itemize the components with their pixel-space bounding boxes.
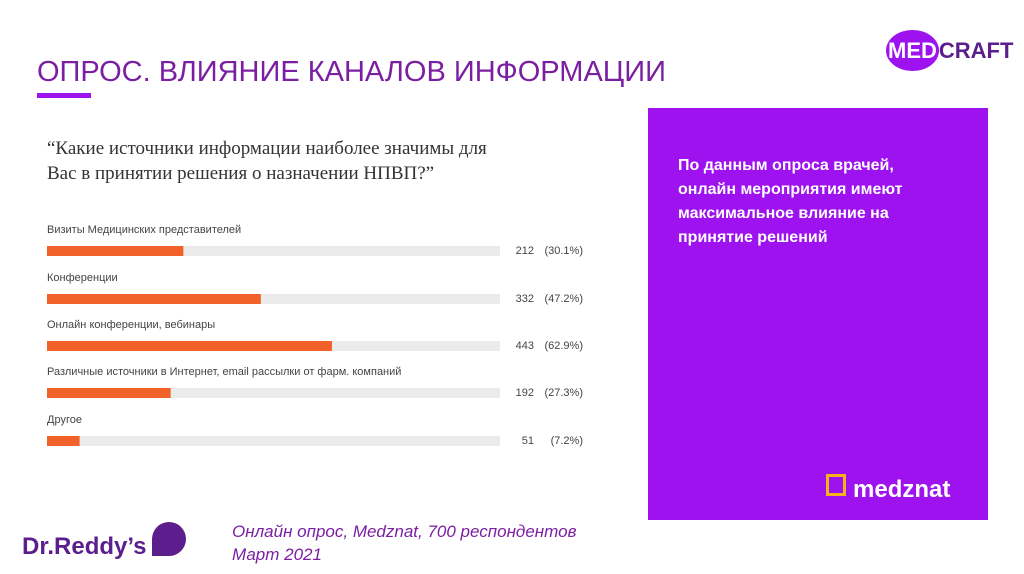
value-label: (30.1%) (544, 245, 583, 257)
line: По данным опроса врачей, (678, 157, 894, 174)
logo-icon (152, 522, 186, 556)
bar (47, 436, 80, 446)
bar (47, 246, 184, 256)
logo: MEDCRAFT (886, 30, 1014, 71)
callout-logo: medznat (853, 476, 951, 503)
bar-track (47, 294, 500, 304)
value-label: (62.9%) (544, 340, 583, 352)
bar (47, 294, 261, 304)
line: принятие решений (678, 229, 828, 246)
category-label: Различные источники в Интернет, email ра… (47, 366, 401, 378)
category-label: Конференции (47, 272, 118, 284)
question: “Какие источники информации наиболее зна… (47, 136, 487, 186)
logo-part: CRAFT (938, 38, 1014, 63)
line: максимальное влияние на (678, 205, 889, 222)
logo-icon (826, 474, 846, 496)
logo-part: MED (886, 30, 939, 71)
value-label: (47.2%) (544, 293, 583, 305)
category-label: Онлайн конференции, вебинары (47, 319, 215, 331)
value-label: (27.3%) (544, 387, 583, 399)
count-label: 51 (522, 435, 534, 447)
line: Онлайн опрос, Medznat, 700 респондентов (232, 522, 577, 541)
chart: Визиты Медицинских представителей 212 (30.… (47, 224, 583, 447)
footer-logo: Dr.Reddy’s (22, 533, 147, 560)
source: Онлайн опрос, Medznat, 700 респондентов М… (232, 520, 576, 566)
bar (47, 388, 171, 398)
line: Вас в принятии решения о назначении НПВП… (47, 163, 435, 184)
bar-track (47, 388, 500, 398)
count-label: 332 (516, 293, 534, 305)
count-label: 192 (516, 387, 534, 399)
bar-track (47, 246, 500, 256)
line: онлайн мероприятия имеют (678, 181, 903, 198)
line: “Какие источники информации наиболее зна… (47, 138, 487, 159)
line: Март 2021 (232, 545, 322, 564)
title-underline (37, 93, 91, 98)
value-label: (7.2%) (551, 435, 583, 447)
category-label: Визиты Медицинских представителей (47, 224, 241, 236)
count-label: 443 (516, 340, 534, 352)
callout: По данным опроса врачей, онлайн мероприят… (678, 154, 902, 250)
bar-track (47, 436, 500, 446)
category-label: Другое (47, 414, 82, 426)
title: ОПРОС. ВЛИЯНИЕ КАНАЛОВ ИНФОРМАЦИИ (37, 56, 666, 88)
bar (47, 341, 332, 351)
count-label: 212 (516, 245, 534, 257)
callout-box: По данным опроса врачей, онлайн мероприят… (648, 108, 988, 520)
